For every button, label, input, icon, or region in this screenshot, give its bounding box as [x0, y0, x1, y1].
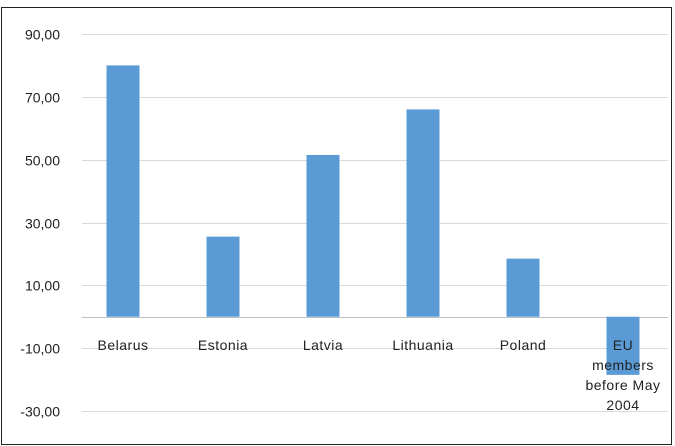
y-tick-label: 50,00 — [25, 153, 60, 169]
x-axis-category-labels: Belarus Estonia Latvia Lithuania Poland EU mem… — [98, 337, 661, 413]
bar-lithuania — [406, 109, 440, 317]
y-tick-label: 10,00 — [25, 278, 60, 294]
bar-estonia — [206, 236, 240, 317]
x-category-label: Belarus — [98, 337, 149, 353]
bar-eu-members-before-may-2004 — [606, 316, 640, 375]
x-category-label: Latvia — [303, 337, 343, 353]
bars — [106, 65, 640, 375]
y-tick-label: 90,00 — [25, 27, 60, 43]
x-category-label: EU members before May 2004 — [585, 337, 660, 413]
x-category-label: Estonia — [198, 337, 248, 353]
x-category-label: Lithuania — [392, 337, 453, 353]
y-axis-tick-labels: -30,00 -10,00 10,00 30,00 50,00 70,00 90,00 — [20, 27, 60, 420]
bar-poland — [506, 258, 540, 317]
y-tick-label: -30,00 — [20, 404, 60, 420]
y-tick-label: -10,00 — [20, 341, 60, 357]
x-category-label: Poland — [500, 337, 547, 353]
bar-latvia — [306, 154, 340, 317]
y-tick-label: 30,00 — [25, 216, 60, 232]
bar-belarus — [106, 65, 140, 317]
y-tick-label: 70,00 — [25, 90, 60, 106]
gridlines — [82, 34, 668, 412]
